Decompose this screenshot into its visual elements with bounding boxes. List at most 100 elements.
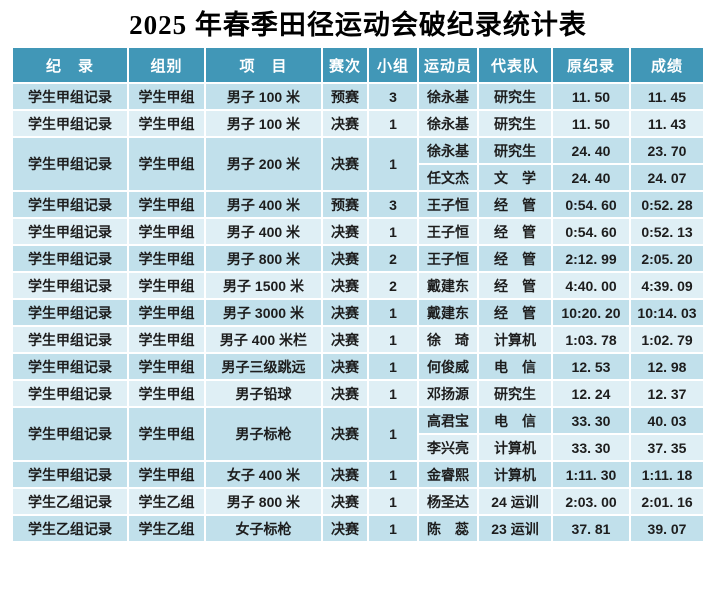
column-header-record: 纪 录	[11, 46, 129, 85]
cell-record: 学生甲组记录	[11, 136, 129, 193]
cell-team: 计算机	[477, 460, 553, 490]
cell-event: 男子 400 米栏	[204, 325, 323, 355]
cell-athlete: 高君宝	[417, 406, 479, 436]
cell-group: 学生甲组	[127, 136, 206, 193]
column-header-team: 代表队	[477, 46, 553, 85]
cell-old-record: 11. 50	[551, 82, 631, 112]
cell-event: 女子标枪	[204, 514, 323, 544]
cell-event: 男子铅球	[204, 379, 323, 409]
cell-result: 11. 43	[629, 109, 705, 139]
cell-group: 学生甲组	[127, 217, 206, 247]
cell-result: 39. 07	[629, 514, 705, 544]
cell-round: 决赛	[321, 325, 369, 355]
cell-group: 学生甲组	[127, 82, 206, 112]
cell-record: 学生甲组记录	[11, 352, 129, 382]
cell-group: 学生甲组	[127, 109, 206, 139]
column-header-result: 成绩	[629, 46, 705, 85]
cell-result: 12. 37	[629, 379, 705, 409]
cell-result: 2:05. 20	[629, 244, 705, 274]
column-header-event: 项 目	[204, 46, 323, 85]
cell-athlete: 何俊威	[417, 352, 479, 382]
cell-group: 学生甲组	[127, 190, 206, 220]
cell-heat: 1	[367, 109, 419, 139]
cell-result: 12. 98	[629, 352, 705, 382]
cell-old-record: 24. 40	[551, 163, 631, 193]
cell-old-record: 0:54. 60	[551, 217, 631, 247]
cell-record: 学生甲组记录	[11, 325, 129, 355]
cell-team: 研究生	[477, 82, 553, 112]
cell-round: 决赛	[321, 514, 369, 544]
cell-group: 学生甲组	[127, 406, 206, 463]
cell-result: 37. 35	[629, 433, 705, 463]
cell-event: 男子 1500 米	[204, 271, 323, 301]
cell-group: 学生甲组	[127, 352, 206, 382]
cell-round: 决赛	[321, 298, 369, 328]
page-title: 2025 年春季田径运动会破纪录统计表	[129, 10, 587, 40]
cell-old-record: 2:12. 99	[551, 244, 631, 274]
cell-heat: 1	[367, 325, 419, 355]
cell-group: 学生甲组	[127, 325, 206, 355]
cell-old-record: 2:03. 00	[551, 487, 631, 517]
table-row: 学生乙组记录 学生乙组 男子 800 米决赛 1 杨圣达 24 运训 2:03. 00 2:0…	[11, 487, 705, 517]
table-row: 学生甲组记录 学生甲组 男子 400 米决赛 1 王子恒经 管 0:54. 60 0:52.…	[11, 217, 705, 247]
cell-round: 预赛	[321, 82, 369, 112]
cell-old-record: 0:54. 60	[551, 190, 631, 220]
cell-group: 学生甲组	[127, 271, 206, 301]
table-subrow: 李兴亮 计算机 33. 30 37. 35	[12, 433, 705, 463]
cell-event: 男子 400 米	[204, 217, 323, 247]
column-header-old-record: 原纪录	[551, 46, 631, 85]
cell-old-record: 33. 30	[551, 433, 631, 463]
column-header-group: 组别	[127, 46, 206, 85]
table-row: 学生甲组记录 学生甲组 男子三级跳远 决赛 1 何俊威电 信 12. 53 12. 98	[11, 352, 705, 382]
cell-team: 研究生	[477, 109, 553, 139]
cell-result: 10:14. 03	[629, 298, 705, 328]
table-row: 学生甲组记录 学生甲组 男子 100 米决赛 1 徐永基 研究生 11. 50 11. 43	[11, 109, 705, 139]
cell-old-record: 11. 50	[551, 109, 631, 139]
cell-round: 决赛	[321, 379, 369, 409]
cell-result: 11. 45	[629, 82, 705, 112]
cell-team: 电 信	[477, 352, 553, 382]
cell-event: 男子 400 米	[204, 190, 323, 220]
cell-group: 学生乙组	[127, 514, 206, 544]
cell-record: 学生甲组记录	[11, 460, 129, 490]
cell-heat: 1	[367, 352, 419, 382]
table-row: 学生甲组记录 学生甲组 男子 100 米预赛 3 徐永基 研究生 11. 50 11. 45	[11, 82, 705, 112]
cell-athlete: 杨圣达	[417, 487, 479, 517]
cell-round: 决赛	[321, 271, 369, 301]
cell-team: 经 管	[477, 298, 553, 328]
cell-result: 23. 70	[629, 136, 705, 166]
column-header-athlete: 运动员	[417, 46, 479, 85]
cell-heat: 1	[367, 298, 419, 328]
table-row: 学生甲组记录 学生甲组 男子 400 米预赛 3 王子恒经 管 0:54. 60 0:52.…	[11, 190, 705, 220]
cell-team: 电 信	[477, 406, 553, 436]
table-row: 学生甲组记录 学生甲组 男子 3000 米决赛 1 戴建东经 管 10:20. 20 10:…	[11, 298, 705, 328]
cell-heat: 1	[367, 460, 419, 490]
cell-old-record: 1:11. 30	[551, 460, 631, 490]
cell-athlete: 徐永基	[417, 109, 479, 139]
cell-round: 决赛	[321, 244, 369, 274]
cell-round: 决赛	[321, 406, 369, 463]
table-row: 学生甲组记录 学生甲组 男子 1500 米决赛 2 戴建东经 管 4:40. 00 4:39…	[11, 271, 705, 301]
cell-team: 经 管	[477, 244, 553, 274]
cell-event: 男子 800 米	[204, 244, 323, 274]
cell-record: 学生甲组记录	[11, 82, 129, 112]
cell-athlete: 王子恒	[417, 217, 479, 247]
cell-heat: 1	[367, 514, 419, 544]
cell-event: 男子 100 米	[204, 82, 323, 112]
cell-event: 男子三级跳远	[204, 352, 323, 382]
column-header-round: 赛次	[321, 46, 369, 85]
cell-old-record: 4:40. 00	[551, 271, 631, 301]
cell-round: 决赛	[321, 109, 369, 139]
cell-heat: 1	[367, 217, 419, 247]
cell-athlete: 戴建东	[417, 298, 479, 328]
cell-record: 学生甲组记录	[11, 244, 129, 274]
cell-heat: 2	[367, 271, 419, 301]
cell-result: 1:11. 18	[629, 460, 705, 490]
cell-team: 计算机	[477, 325, 553, 355]
cell-result: 4:39. 09	[629, 271, 705, 301]
cell-round: 决赛	[321, 217, 369, 247]
cell-record: 学生甲组记录	[11, 406, 129, 463]
cell-athlete: 戴建东	[417, 271, 479, 301]
table-header-row: 纪 录组别项 目赛次 小组 运动员 代表队 原纪录 成绩	[11, 46, 705, 85]
table-row: 学生甲组记录 学生甲组 男子 400 米栏 决赛 1 徐 琦计算机 1:03. 78 1:02…	[11, 325, 705, 355]
